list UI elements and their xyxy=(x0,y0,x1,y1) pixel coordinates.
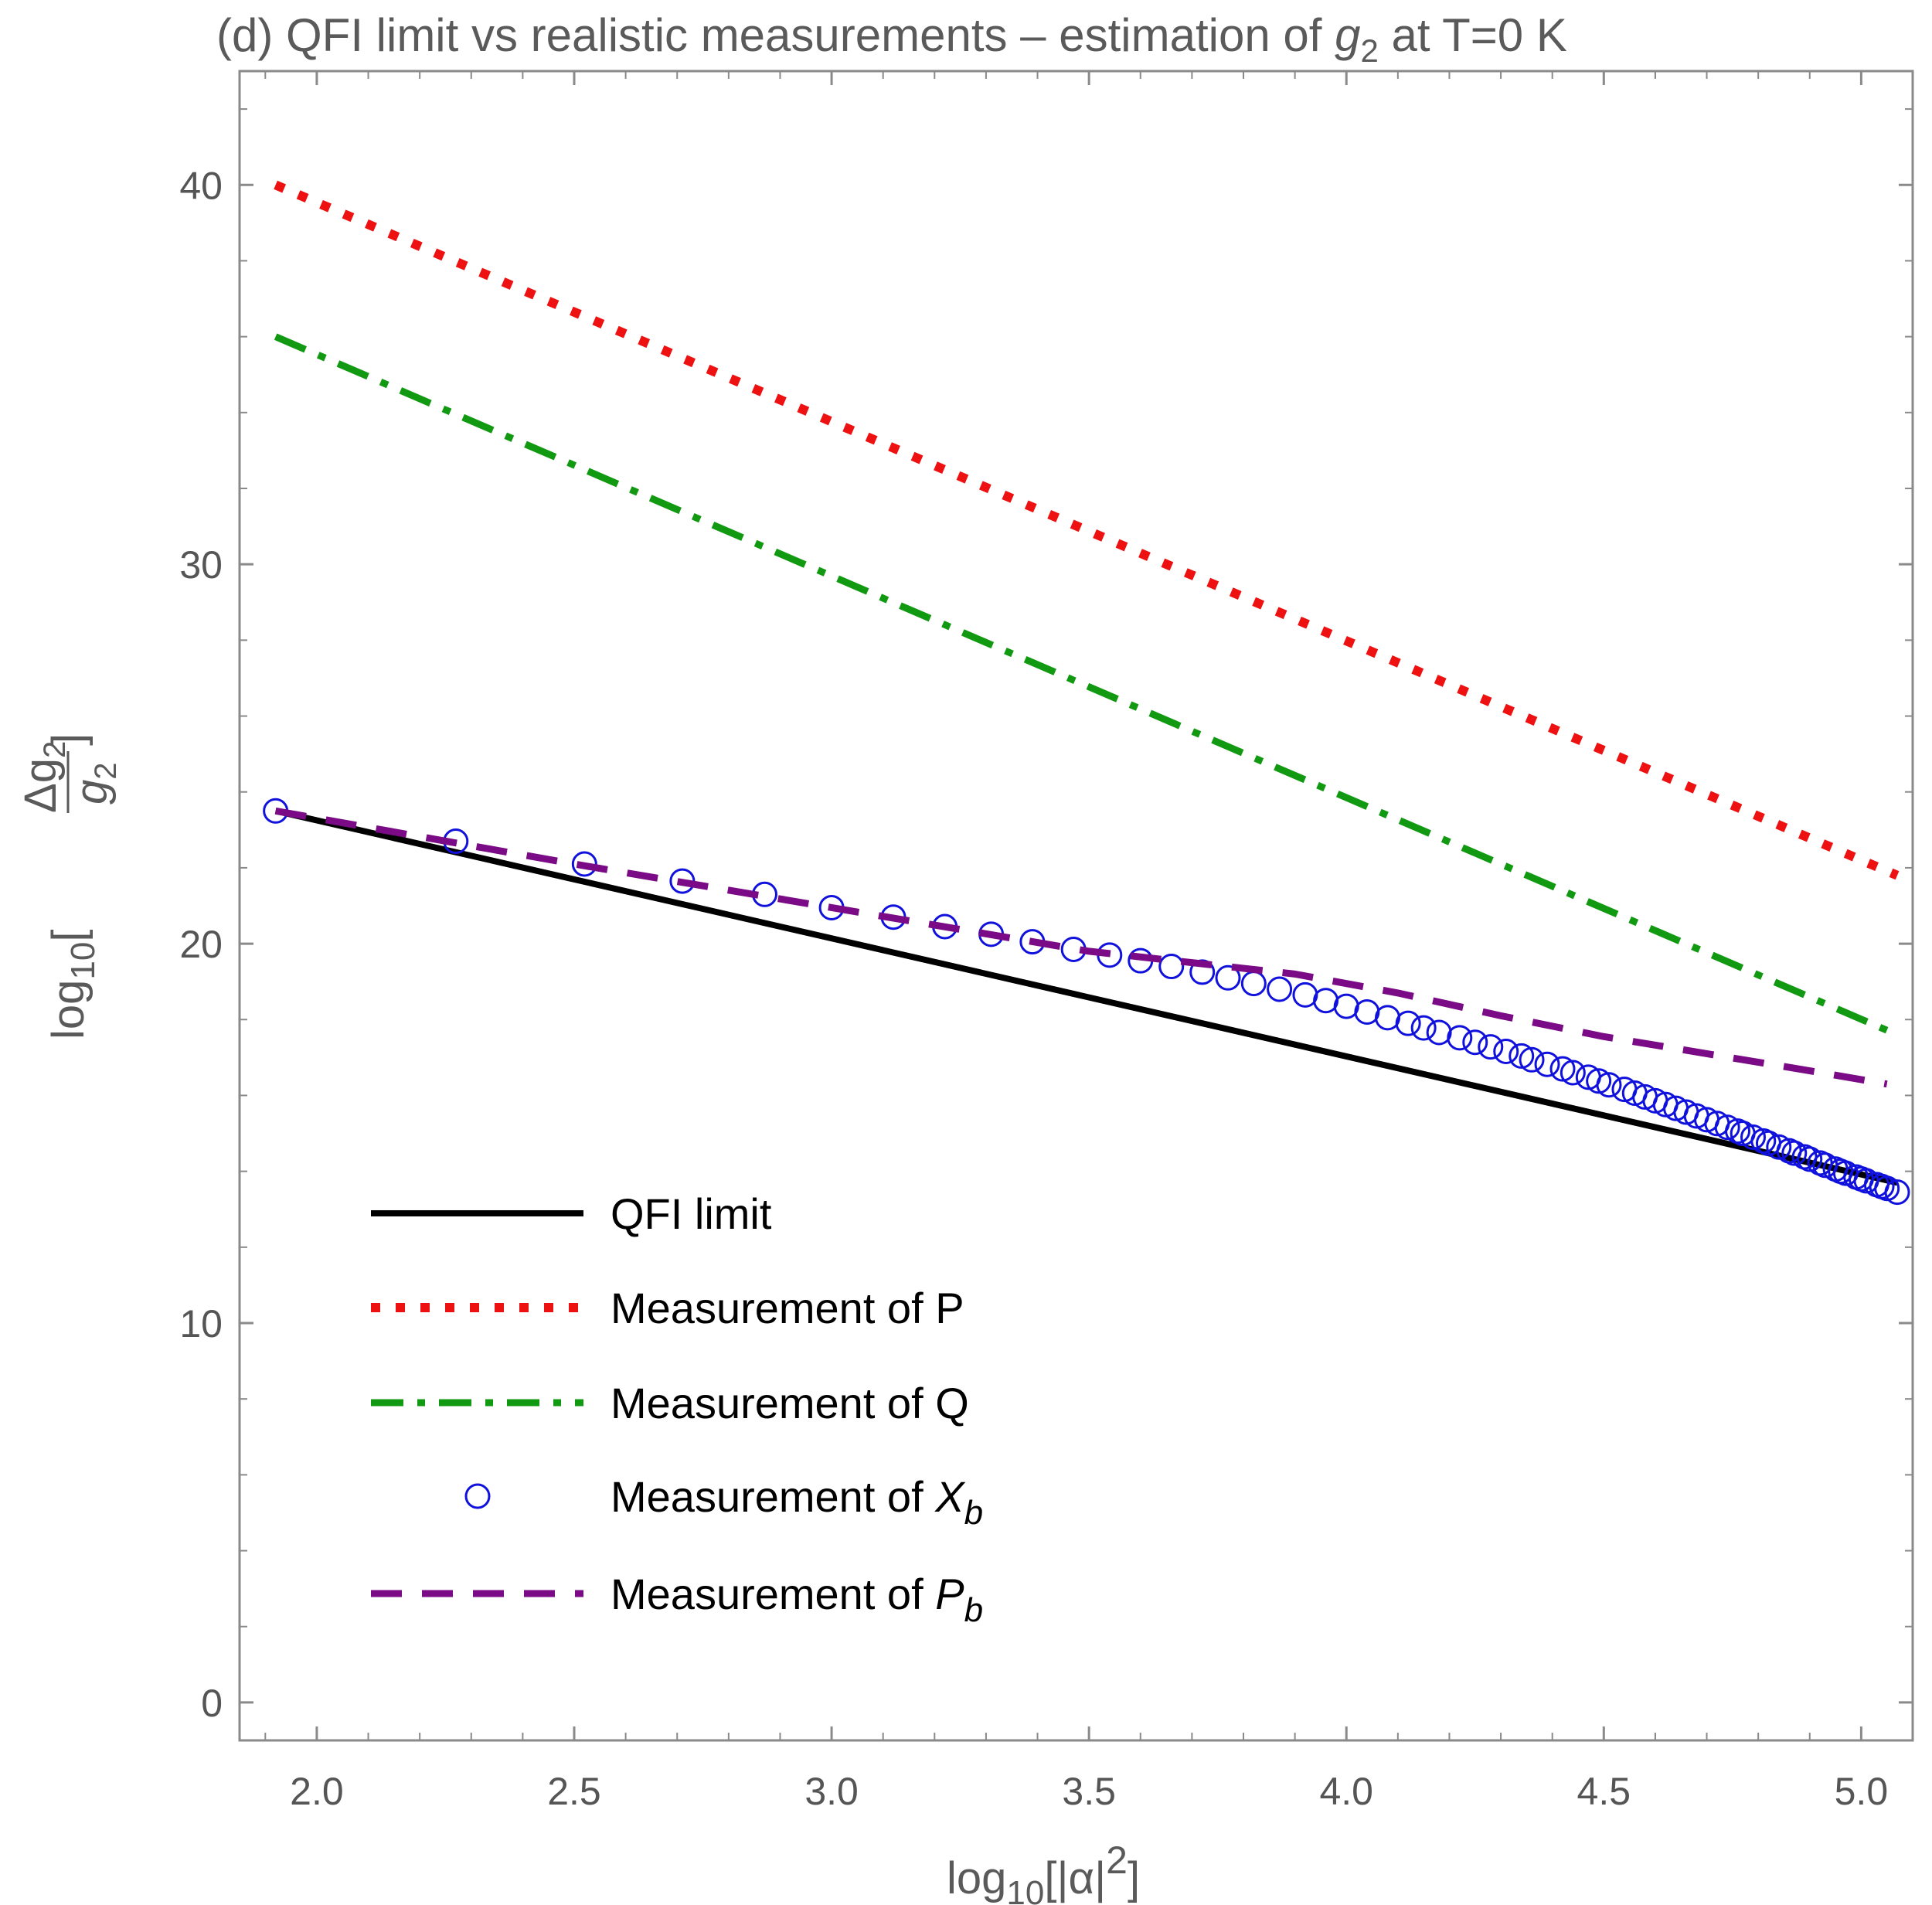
legend-label-measurement-of-q: Measurement of Q xyxy=(611,1379,969,1427)
y-tick-label: 0 xyxy=(201,1682,223,1725)
series-point-measurement-of-x-b xyxy=(1462,1029,1488,1056)
series-point-measurement-of-x-b xyxy=(1549,1056,1576,1082)
series-point-measurement-of-x-b xyxy=(1534,1051,1560,1077)
series-point-measurement-of-x-b xyxy=(1478,1034,1504,1060)
x-tick-label: 2.5 xyxy=(547,1770,601,1813)
y-tick-label: 30 xyxy=(179,543,223,587)
series-point-measurement-of-x-b xyxy=(1395,1010,1421,1036)
series-line-qfi-limit xyxy=(274,808,1898,1186)
series-point-measurement-of-x-b xyxy=(571,851,597,877)
series-point-measurement-of-x-b xyxy=(1586,1068,1612,1094)
series-point-measurement-of-x-b xyxy=(1267,976,1293,1002)
x-axis-label: log10[|α|2] xyxy=(947,1839,1140,1905)
x-tick-label: 3.5 xyxy=(1062,1770,1116,1813)
series-point-measurement-of-x-b xyxy=(1560,1060,1586,1086)
svg-text:]: ] xyxy=(43,733,94,746)
svg-text:Δg2: Δg2 xyxy=(15,741,72,813)
svg-text:log10[: log10[ xyxy=(43,930,102,1039)
legend-label-measurement-of-x-b: Measurement of Xb xyxy=(611,1472,983,1532)
series-point-measurement-of-x-b xyxy=(1740,1124,1766,1150)
series-point-measurement-of-x-b xyxy=(1410,1015,1437,1041)
legend: QFI limit Measurement of P Measurement of … xyxy=(371,1189,983,1629)
series-point-measurement-of-x-b xyxy=(1596,1072,1622,1098)
x-tick-label: 5.0 xyxy=(1835,1770,1889,1813)
legend-label-measurement-of-p-b: Measurement of Pb xyxy=(611,1570,983,1629)
series-point-measurement-of-x-b xyxy=(1493,1039,1519,1065)
series-point-measurement-of-x-b xyxy=(1766,1134,1792,1160)
plot-frame xyxy=(238,70,1914,1742)
x-tick-label: 3.0 xyxy=(804,1770,859,1813)
y-tick-label: 40 xyxy=(179,164,223,207)
series-point-measurement-of-x-b xyxy=(1509,1043,1535,1069)
series-point-measurement-of-x-b xyxy=(1426,1019,1452,1046)
series-line-measurement-of-q xyxy=(274,333,1899,1039)
series-point-measurement-of-x-b xyxy=(1714,1114,1740,1141)
series-point-measurement-of-x-b xyxy=(1158,954,1185,980)
series-point-measurement-of-x-b xyxy=(1797,1146,1823,1172)
x-tick-label: 2.0 xyxy=(290,1770,344,1813)
y-tick-label: 10 xyxy=(179,1302,223,1345)
y-axis-label: log10[ Δg2 g2 ] xyxy=(15,733,123,1039)
x-tick-label: 4.5 xyxy=(1577,1770,1631,1813)
x-tick-label: 4.0 xyxy=(1319,1770,1373,1813)
y-tick-label: 20 xyxy=(179,923,223,966)
legend-label-qfi-limit: QFI limit xyxy=(611,1189,772,1238)
svg-text:g2: g2 xyxy=(66,762,123,805)
legend-swatch-measurement-of-x-b xyxy=(464,1483,491,1509)
series-point-measurement-of-x-b xyxy=(1884,1179,1910,1206)
series-point-measurement-of-x-b xyxy=(1447,1025,1473,1051)
series-point-measurement-of-x-b xyxy=(1215,964,1241,991)
series-line-measurement-of-p-b xyxy=(274,807,1888,1088)
series-point-measurement-of-x-b xyxy=(1519,1046,1545,1073)
series-layer xyxy=(263,180,1910,1206)
axis-ticks: 2.0 2.5 3.0 3.5 4.0 4.5 5.0 0 10 20 30 40 xyxy=(179,71,1913,1813)
series-point-measurement-of-x-b xyxy=(1874,1175,1900,1202)
series-point-measurement-of-x-b xyxy=(1781,1140,1808,1166)
chart-title: (d) QFI limit vs realistic measurements … xyxy=(216,9,1567,69)
legend-label-measurement-of-p: Measurement of P xyxy=(611,1284,964,1332)
